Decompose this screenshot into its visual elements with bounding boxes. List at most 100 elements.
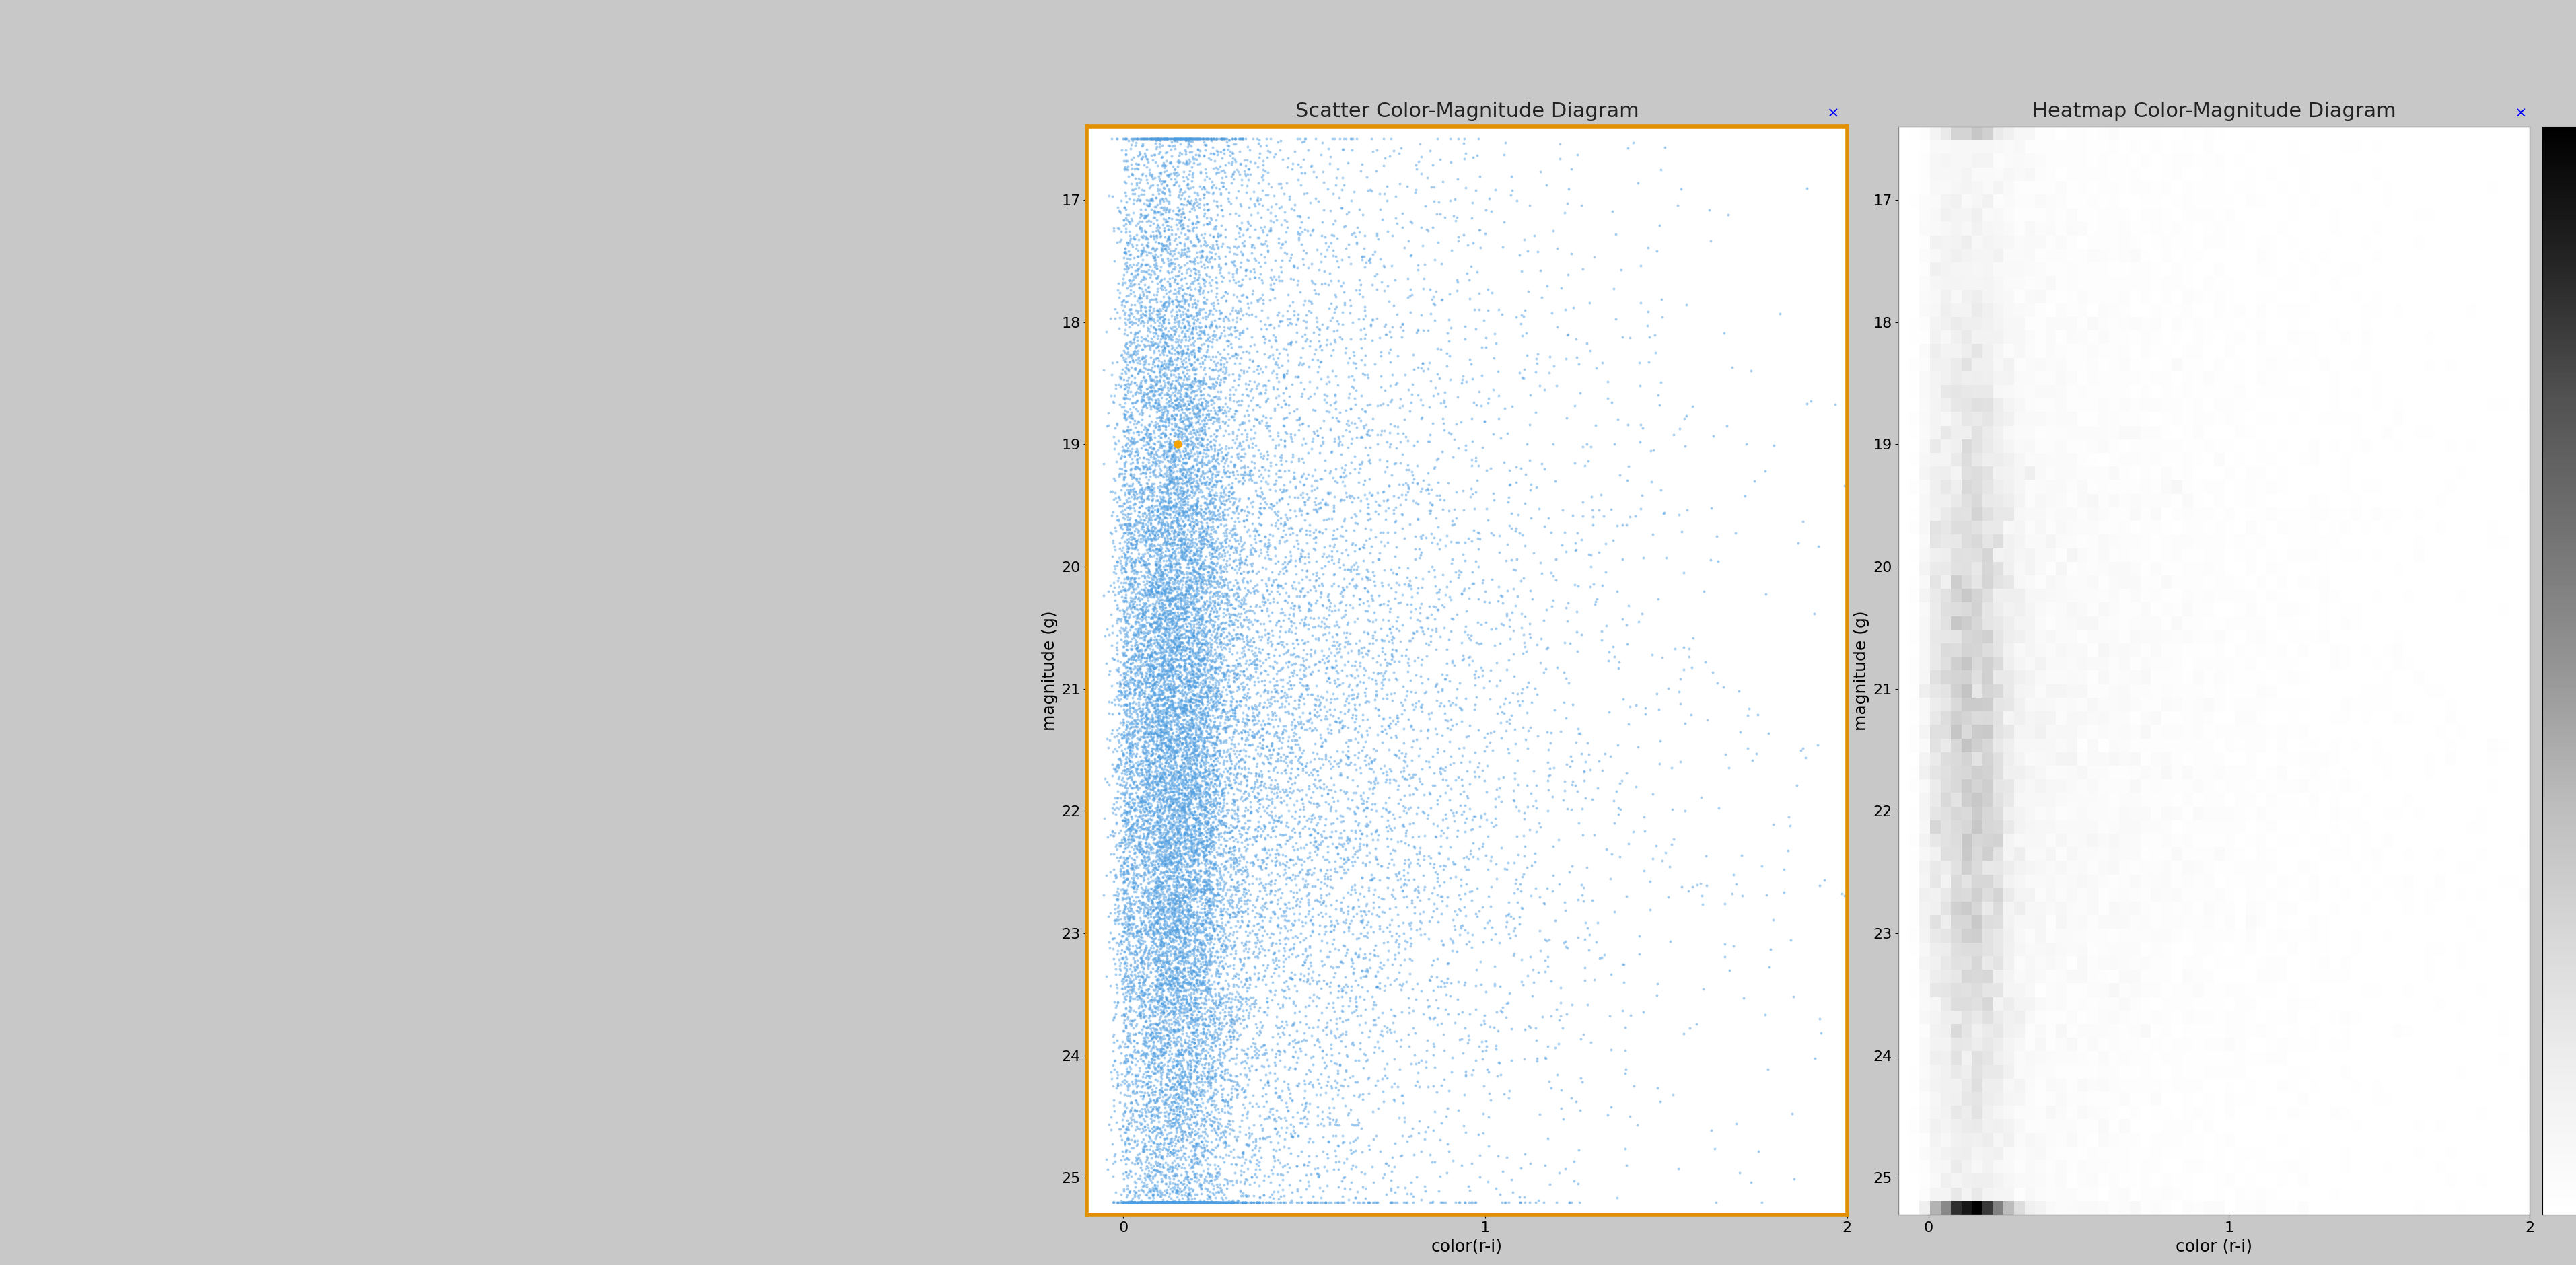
Point <box>1110 449 1151 469</box>
Point <box>1288 593 1329 614</box>
Point <box>1133 309 1175 329</box>
Point <box>1151 1192 1193 1212</box>
Point <box>1510 509 1551 529</box>
Point <box>1157 783 1198 803</box>
Point <box>1257 395 1298 415</box>
Point <box>1144 873 1185 893</box>
Point <box>1190 667 1231 687</box>
Point <box>1314 966 1355 987</box>
Point <box>1159 610 1200 630</box>
Point <box>1224 741 1265 762</box>
Point <box>1195 681 1236 701</box>
Point <box>1128 660 1170 681</box>
Point <box>1157 435 1198 455</box>
Point <box>1115 1077 1157 1097</box>
Point <box>1172 1192 1213 1212</box>
Point <box>1136 772 1177 792</box>
Point <box>1396 567 1437 587</box>
Point <box>1146 1192 1188 1212</box>
Point <box>1108 578 1149 598</box>
Point <box>1167 1056 1208 1077</box>
Point <box>1139 918 1180 939</box>
Point <box>1115 1064 1157 1084</box>
Point <box>1200 815 1242 835</box>
Point <box>1110 1071 1151 1092</box>
Point <box>1206 676 1247 696</box>
Point <box>1345 806 1386 826</box>
Point <box>1211 488 1252 509</box>
Point <box>1154 320 1195 340</box>
Point <box>1461 336 1502 357</box>
Point <box>1185 524 1226 544</box>
Point <box>1329 573 1370 593</box>
Point <box>1280 548 1321 568</box>
Point <box>1092 1133 1133 1154</box>
Point <box>1211 917 1252 937</box>
Point <box>1133 1044 1175 1064</box>
Point <box>1236 484 1278 505</box>
Point <box>1159 1064 1200 1084</box>
Point <box>1162 1055 1203 1075</box>
Point <box>1128 383 1170 404</box>
Point <box>1345 791 1386 811</box>
Point <box>1185 292 1226 312</box>
Point <box>1213 318 1255 338</box>
Point <box>1185 826 1226 846</box>
Point <box>1167 632 1208 653</box>
Point <box>1157 697 1198 717</box>
Point <box>1133 1178 1175 1198</box>
Point <box>1154 1192 1195 1212</box>
Point <box>1146 700 1188 720</box>
Point <box>1203 632 1244 653</box>
Point <box>1190 1192 1231 1212</box>
Point <box>1226 935 1267 955</box>
Point <box>1198 942 1239 963</box>
Point <box>1149 1009 1190 1030</box>
Point <box>1262 364 1303 385</box>
Point <box>1270 720 1311 740</box>
Point <box>1188 980 1229 1001</box>
Point <box>1123 391 1164 411</box>
Point <box>1131 1052 1172 1073</box>
Point <box>1154 495 1195 515</box>
Point <box>1182 460 1224 481</box>
Point <box>1177 129 1218 149</box>
Point <box>1115 922 1157 942</box>
Point <box>1139 969 1180 989</box>
Point <box>1170 856 1211 877</box>
Point <box>1144 520 1185 540</box>
Point <box>1105 385 1146 405</box>
Point <box>1342 621 1383 641</box>
Point <box>1213 454 1255 474</box>
Point <box>1203 522 1244 543</box>
Point <box>1208 139 1249 159</box>
Point <box>1455 1050 1497 1070</box>
Point <box>1100 805 1141 825</box>
Point <box>1213 529 1255 549</box>
Point <box>1154 630 1195 650</box>
Point <box>1309 754 1350 774</box>
Point <box>1110 549 1151 569</box>
Point <box>1280 687 1321 707</box>
Point <box>1265 368 1306 388</box>
Point <box>1206 822 1247 842</box>
Point <box>1224 734 1265 754</box>
Point <box>1175 364 1216 385</box>
Point <box>1236 541 1278 562</box>
Point <box>1239 630 1280 650</box>
Point <box>1136 490 1177 510</box>
Point <box>1167 724 1208 744</box>
Point <box>1260 576 1301 596</box>
Point <box>1100 582 1141 602</box>
Point <box>1133 697 1175 717</box>
Point <box>1206 939 1247 959</box>
Point <box>1255 682 1296 702</box>
Point <box>1126 707 1167 727</box>
Point <box>1190 853 1231 873</box>
Point <box>1350 917 1391 937</box>
Point <box>1108 983 1149 1003</box>
Point <box>1146 325 1188 345</box>
Point <box>1244 974 1285 994</box>
Point <box>1123 782 1164 802</box>
Point <box>1149 1020 1190 1040</box>
